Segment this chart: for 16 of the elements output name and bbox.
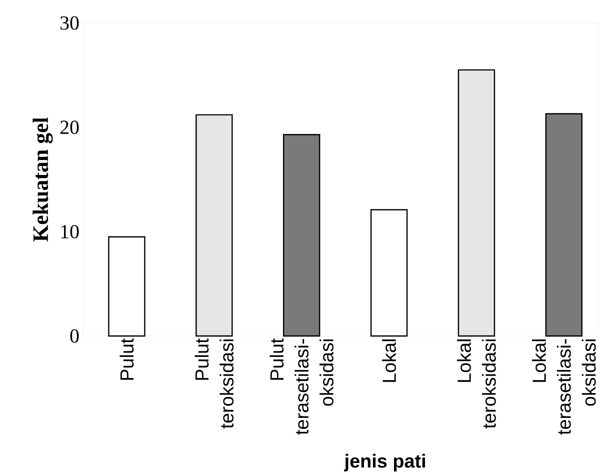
- y-axis-title: Kekuatan gel: [32, 117, 53, 242]
- x-axis-title: jenis pati: [344, 454, 425, 472]
- bar: [108, 236, 146, 337]
- x-tick-label: Lokal: [382, 339, 396, 382]
- bar: [282, 134, 320, 337]
- bar: [370, 209, 408, 337]
- bar: [196, 114, 233, 337]
- bar: [458, 69, 496, 337]
- x-tick-label: Lokal teroksidasi: [457, 339, 496, 428]
- y-tick-label: 10: [61, 224, 79, 238]
- y-tick-label: 20: [60, 120, 79, 134]
- y-tick-label: 0: [70, 329, 79, 343]
- x-tick-label: Pulut: [120, 338, 134, 380]
- y-tick-label: 30: [60, 16, 79, 30]
- bar: [545, 113, 583, 337]
- x-tick-label: Pulut teroksidasi: [194, 338, 234, 428]
